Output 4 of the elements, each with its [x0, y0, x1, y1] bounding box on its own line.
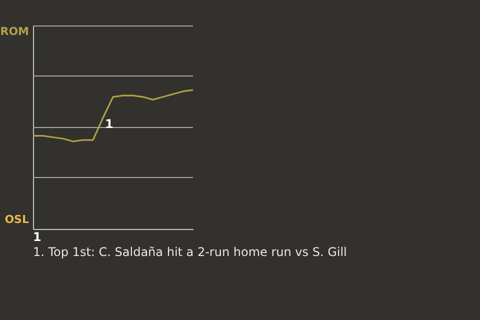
text: OSL: [4, 213, 29, 226]
text: 1: [33, 230, 42, 244]
text: 1. Top 1st: C. Saldaña hit a 2-run home run vs S. Gill: [33, 245, 347, 259]
text: ROM: [0, 25, 29, 38]
